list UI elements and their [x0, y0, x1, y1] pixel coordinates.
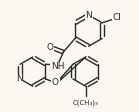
Text: C(CH₃)₃: C(CH₃)₃ — [73, 100, 99, 106]
Text: Cl: Cl — [112, 13, 121, 23]
Text: N: N — [85, 11, 92, 19]
Text: N: N — [16, 74, 22, 83]
Text: NH: NH — [51, 62, 64, 71]
Text: O: O — [52, 78, 59, 87]
Text: O: O — [46, 43, 53, 52]
